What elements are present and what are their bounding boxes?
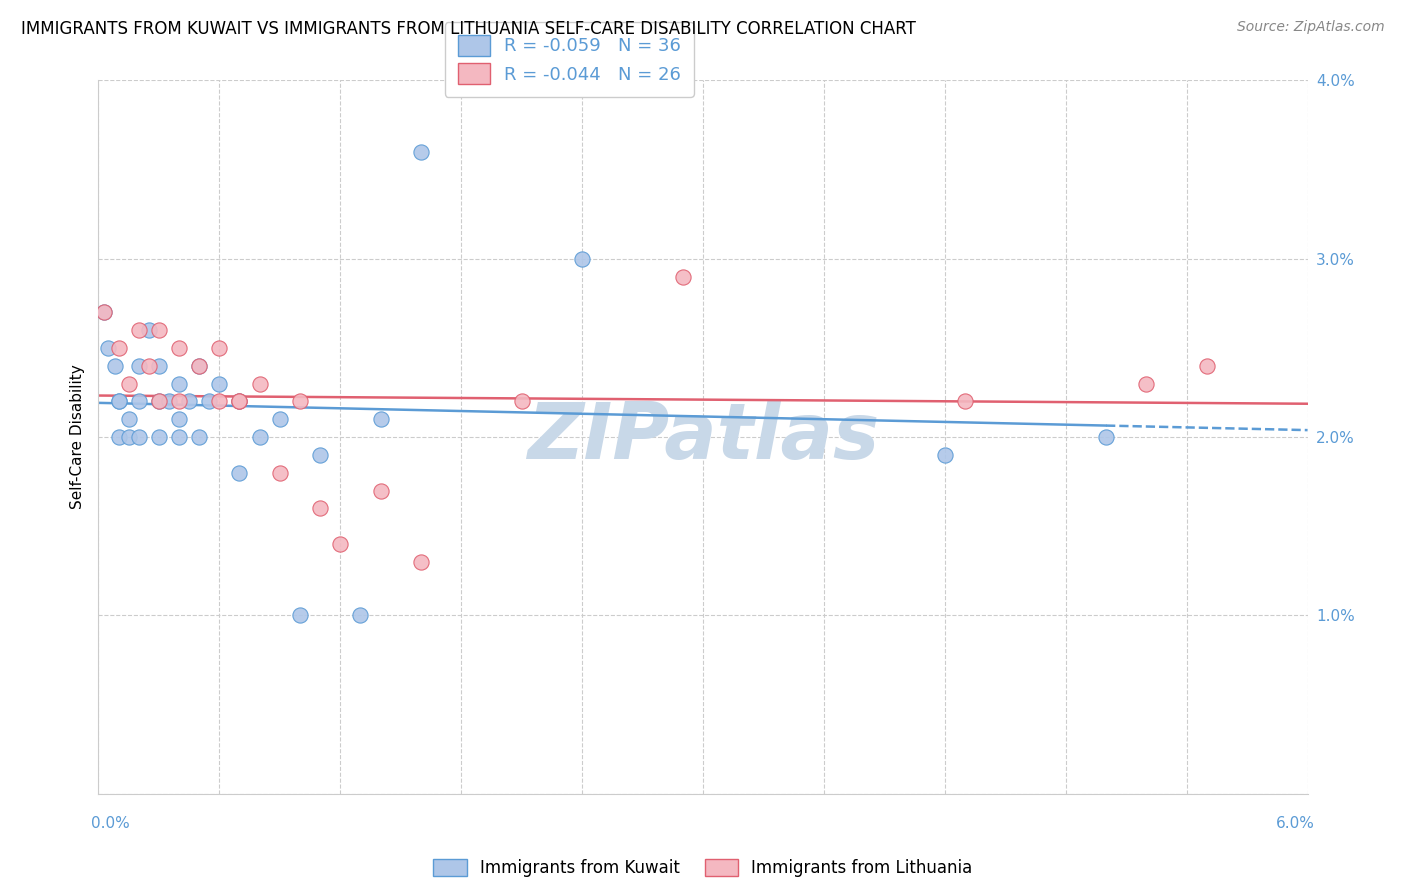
Point xyxy=(269,412,291,426)
Point xyxy=(409,145,432,159)
Point xyxy=(208,376,231,391)
Point xyxy=(188,359,211,373)
Point xyxy=(349,608,371,623)
Point xyxy=(288,394,311,409)
Point xyxy=(934,448,956,462)
Point xyxy=(107,341,129,355)
Point xyxy=(208,394,231,409)
Point xyxy=(188,430,211,444)
Point xyxy=(409,555,432,569)
Point xyxy=(167,430,190,444)
Point xyxy=(167,341,190,355)
Point xyxy=(128,323,150,337)
Legend: Immigrants from Kuwait, Immigrants from Lithuania: Immigrants from Kuwait, Immigrants from … xyxy=(426,852,980,884)
Point xyxy=(93,305,115,319)
Point xyxy=(228,394,250,409)
Text: Source: ZipAtlas.com: Source: ZipAtlas.com xyxy=(1237,20,1385,34)
Point xyxy=(167,412,190,426)
Point xyxy=(107,394,129,409)
Point xyxy=(118,412,141,426)
Point xyxy=(1195,359,1218,373)
Point xyxy=(510,394,533,409)
Point xyxy=(148,430,170,444)
Point xyxy=(370,483,392,498)
Point xyxy=(179,394,201,409)
Point xyxy=(103,359,125,373)
Text: ZIPatlas: ZIPatlas xyxy=(527,399,879,475)
Point xyxy=(138,359,160,373)
Point xyxy=(148,323,170,337)
Point xyxy=(249,376,271,391)
Point xyxy=(148,394,170,409)
Point xyxy=(228,466,250,480)
Point xyxy=(118,376,141,391)
Point xyxy=(128,394,150,409)
Point xyxy=(93,305,115,319)
Point xyxy=(228,394,250,409)
Point xyxy=(167,394,190,409)
Point xyxy=(571,252,593,266)
Point xyxy=(148,394,170,409)
Y-axis label: Self-Care Disability: Self-Care Disability xyxy=(69,365,84,509)
Point xyxy=(309,501,332,516)
Point xyxy=(329,537,352,551)
Point xyxy=(1095,430,1118,444)
Point xyxy=(1135,376,1157,391)
Point xyxy=(107,394,129,409)
Point xyxy=(672,269,695,284)
Point xyxy=(228,394,250,409)
Text: 0.0%: 0.0% xyxy=(91,816,131,831)
Point xyxy=(128,430,150,444)
Point xyxy=(269,466,291,480)
Point xyxy=(138,323,160,337)
Point xyxy=(128,359,150,373)
Point xyxy=(249,430,271,444)
Point xyxy=(167,376,190,391)
Point xyxy=(157,394,180,409)
Point xyxy=(370,412,392,426)
Point xyxy=(107,430,129,444)
Point xyxy=(118,430,141,444)
Point xyxy=(97,341,120,355)
Text: IMMIGRANTS FROM KUWAIT VS IMMIGRANTS FROM LITHUANIA SELF-CARE DISABILITY CORRELA: IMMIGRANTS FROM KUWAIT VS IMMIGRANTS FRO… xyxy=(21,20,915,37)
Legend: R = -0.059   N = 36, R = -0.044   N = 26: R = -0.059 N = 36, R = -0.044 N = 26 xyxy=(444,22,695,96)
Point xyxy=(309,448,332,462)
Point xyxy=(188,359,211,373)
Text: 6.0%: 6.0% xyxy=(1275,816,1315,831)
Point xyxy=(198,394,221,409)
Point xyxy=(953,394,976,409)
Point xyxy=(208,341,231,355)
Point xyxy=(148,359,170,373)
Point xyxy=(288,608,311,623)
